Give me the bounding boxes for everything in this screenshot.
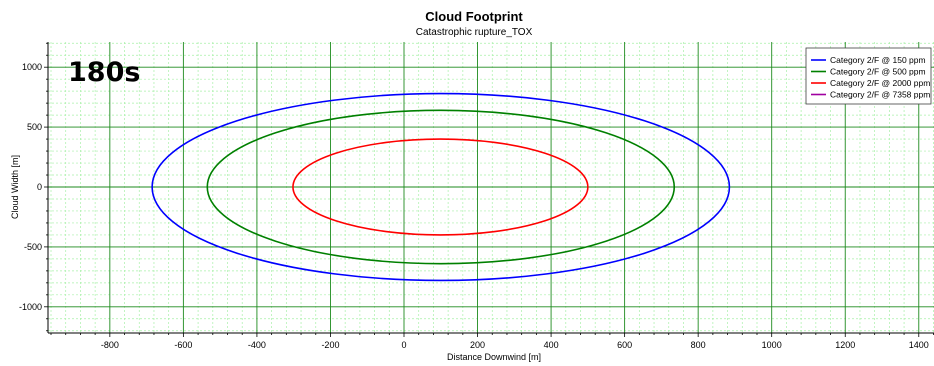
y-tick-label: 500 <box>27 122 42 132</box>
chart-subtitle: Catastrophic rupture_TOX <box>416 27 533 38</box>
x-tick-label: 1000 <box>762 340 782 350</box>
x-tick-label: 1200 <box>835 340 855 350</box>
x-tick-label: 1400 <box>909 340 929 350</box>
series-1-footprint <box>151 92 731 282</box>
time-label: 180s <box>68 57 140 88</box>
x-tick-label: 400 <box>544 340 559 350</box>
axes <box>44 42 934 337</box>
x-tick-label: -800 <box>101 340 119 350</box>
y-axis-ticks: -1000 -500 0 500 1000 <box>19 62 42 312</box>
series-group <box>151 92 731 282</box>
y-tick-label: -500 <box>24 242 42 252</box>
x-tick-label: 600 <box>617 340 632 350</box>
x-tick-label: -600 <box>174 340 192 350</box>
legend-label: Category 2/F @ 7358 ppm <box>830 90 930 100</box>
x-tick-label: 800 <box>691 340 706 350</box>
legend-box <box>805 47 932 105</box>
x-tick-label: -400 <box>248 340 266 350</box>
grid-lines <box>48 42 934 333</box>
y-tick-label: -1000 <box>19 302 42 312</box>
legend-label: Category 2/F @ 500 ppm <box>830 67 926 77</box>
legend-label: Category 2/F @ 2000 ppm <box>830 78 930 88</box>
x-tick-label: -200 <box>321 340 339 350</box>
legend: Category 2/F @ 150 ppm Category 2/F @ 500… <box>805 47 932 105</box>
x-tick-label: 200 <box>470 340 485 350</box>
y-tick-label: 1000 <box>22 62 42 72</box>
x-tick-label: 0 <box>401 340 406 350</box>
x-axis-label: Distance Downwind [m] <box>447 352 541 362</box>
y-tick-label: 0 <box>37 182 42 192</box>
y-axis-label: Cloud Width [m] <box>10 155 20 219</box>
series-2-footprint <box>206 109 676 265</box>
legend-label: Category 2/F @ 150 ppm <box>830 55 926 65</box>
x-axis-ticks: -800 -600 -400 -200 0 200 400 600 800 1000 1200 140… <box>101 340 929 350</box>
series-3-footprint <box>292 138 589 236</box>
chart-title: Cloud Footprint <box>425 9 523 24</box>
